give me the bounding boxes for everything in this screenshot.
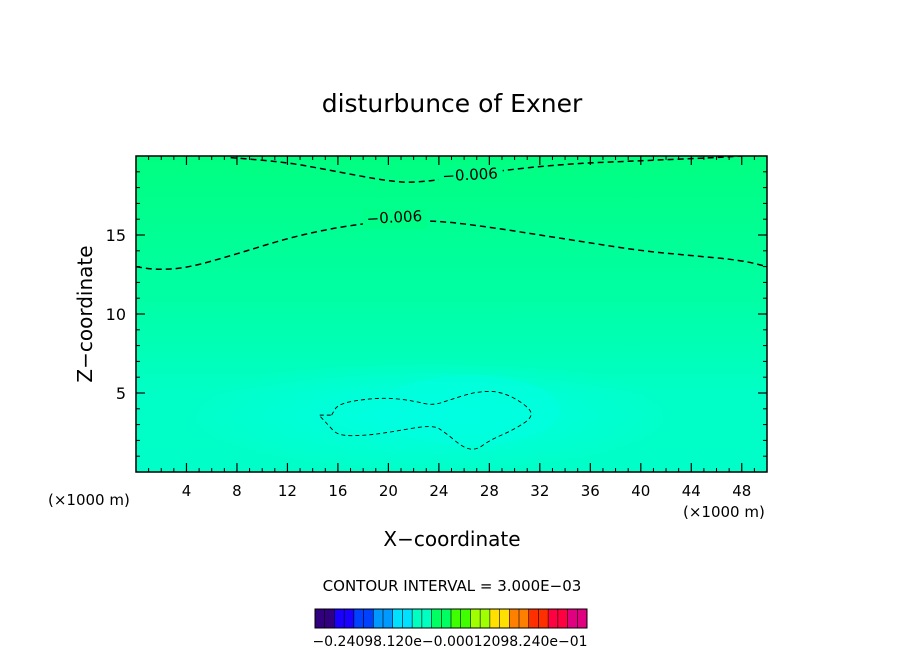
colorbar-cell — [489, 609, 501, 628]
x-tick-label: 24 — [429, 482, 448, 500]
colorbar-cell — [315, 609, 326, 628]
colorbar-cell — [451, 609, 462, 628]
contour-label-bg — [362, 208, 427, 229]
colorbar-cell — [353, 609, 365, 628]
colorbar-cell — [431, 609, 442, 628]
colorbar-cell — [344, 609, 355, 628]
colorbar-cell — [557, 609, 569, 628]
x-axis-label: X−coordinate — [383, 527, 520, 551]
colorbar-cell — [392, 609, 403, 628]
y-tick-label: 10 — [106, 305, 126, 324]
contour-line — [230, 156, 742, 183]
x-tick-label: 16 — [328, 482, 347, 500]
colorbar-cell — [567, 609, 578, 628]
chart-title: disturbunce of Exner — [322, 89, 583, 118]
x-tick-label: 44 — [682, 482, 701, 500]
x-unit-left: (×1000 m) — [48, 491, 130, 509]
colorbar-cell — [470, 609, 481, 628]
contour-label-bg — [438, 166, 503, 187]
x-unit-right: (×1000 m) — [683, 503, 765, 521]
colorbar-cell — [383, 609, 394, 628]
plot-field — [136, 156, 767, 472]
x-tick-label: 20 — [379, 482, 398, 500]
colorbar-cell — [577, 609, 588, 628]
colorbar-cell — [538, 609, 549, 628]
colorbar-cell — [480, 609, 491, 628]
x-tick-label: 28 — [480, 482, 499, 500]
colorbar-cell — [548, 609, 559, 628]
colorbar-cell — [324, 609, 335, 628]
colorbar-labels: −0.24098.120e−0.00012098.240e−01 — [312, 634, 587, 650]
colorbar-cell — [363, 609, 374, 628]
x-tick-label: 36 — [581, 482, 600, 500]
colorbar-cell — [421, 609, 433, 628]
colorbar-cell — [460, 609, 471, 628]
colorbar-cell — [499, 609, 510, 628]
x-tick-label: 12 — [278, 482, 297, 500]
x-tick-label: 40 — [631, 482, 650, 500]
colorbar-cell — [509, 609, 520, 628]
colorbar-cell — [334, 609, 345, 628]
colorbar-frame — [314, 608, 588, 629]
y-axis-label: Z−coordinate — [73, 245, 97, 382]
colorbar-cell — [519, 609, 530, 628]
colorbar-cell — [412, 609, 423, 628]
colorbar-cell — [441, 609, 452, 628]
x-tick-label: 48 — [732, 482, 751, 500]
contour-label: −0.006 — [442, 164, 498, 185]
y-tick-label: 15 — [106, 226, 126, 245]
y-tick-label: 5 — [116, 384, 126, 403]
colorbar-cell — [373, 609, 384, 628]
contour-interval-label: CONTOUR INTERVAL = 3.000E−03 — [323, 577, 582, 595]
colorbar-cell — [402, 609, 413, 628]
contour-label: −0.006 — [366, 207, 422, 228]
colorbar-cell — [528, 609, 539, 628]
x-tick-label: 4 — [182, 482, 192, 500]
x-tick-label: 8 — [232, 482, 242, 500]
x-tick-label: 32 — [530, 482, 549, 500]
contour-line — [317, 390, 532, 450]
